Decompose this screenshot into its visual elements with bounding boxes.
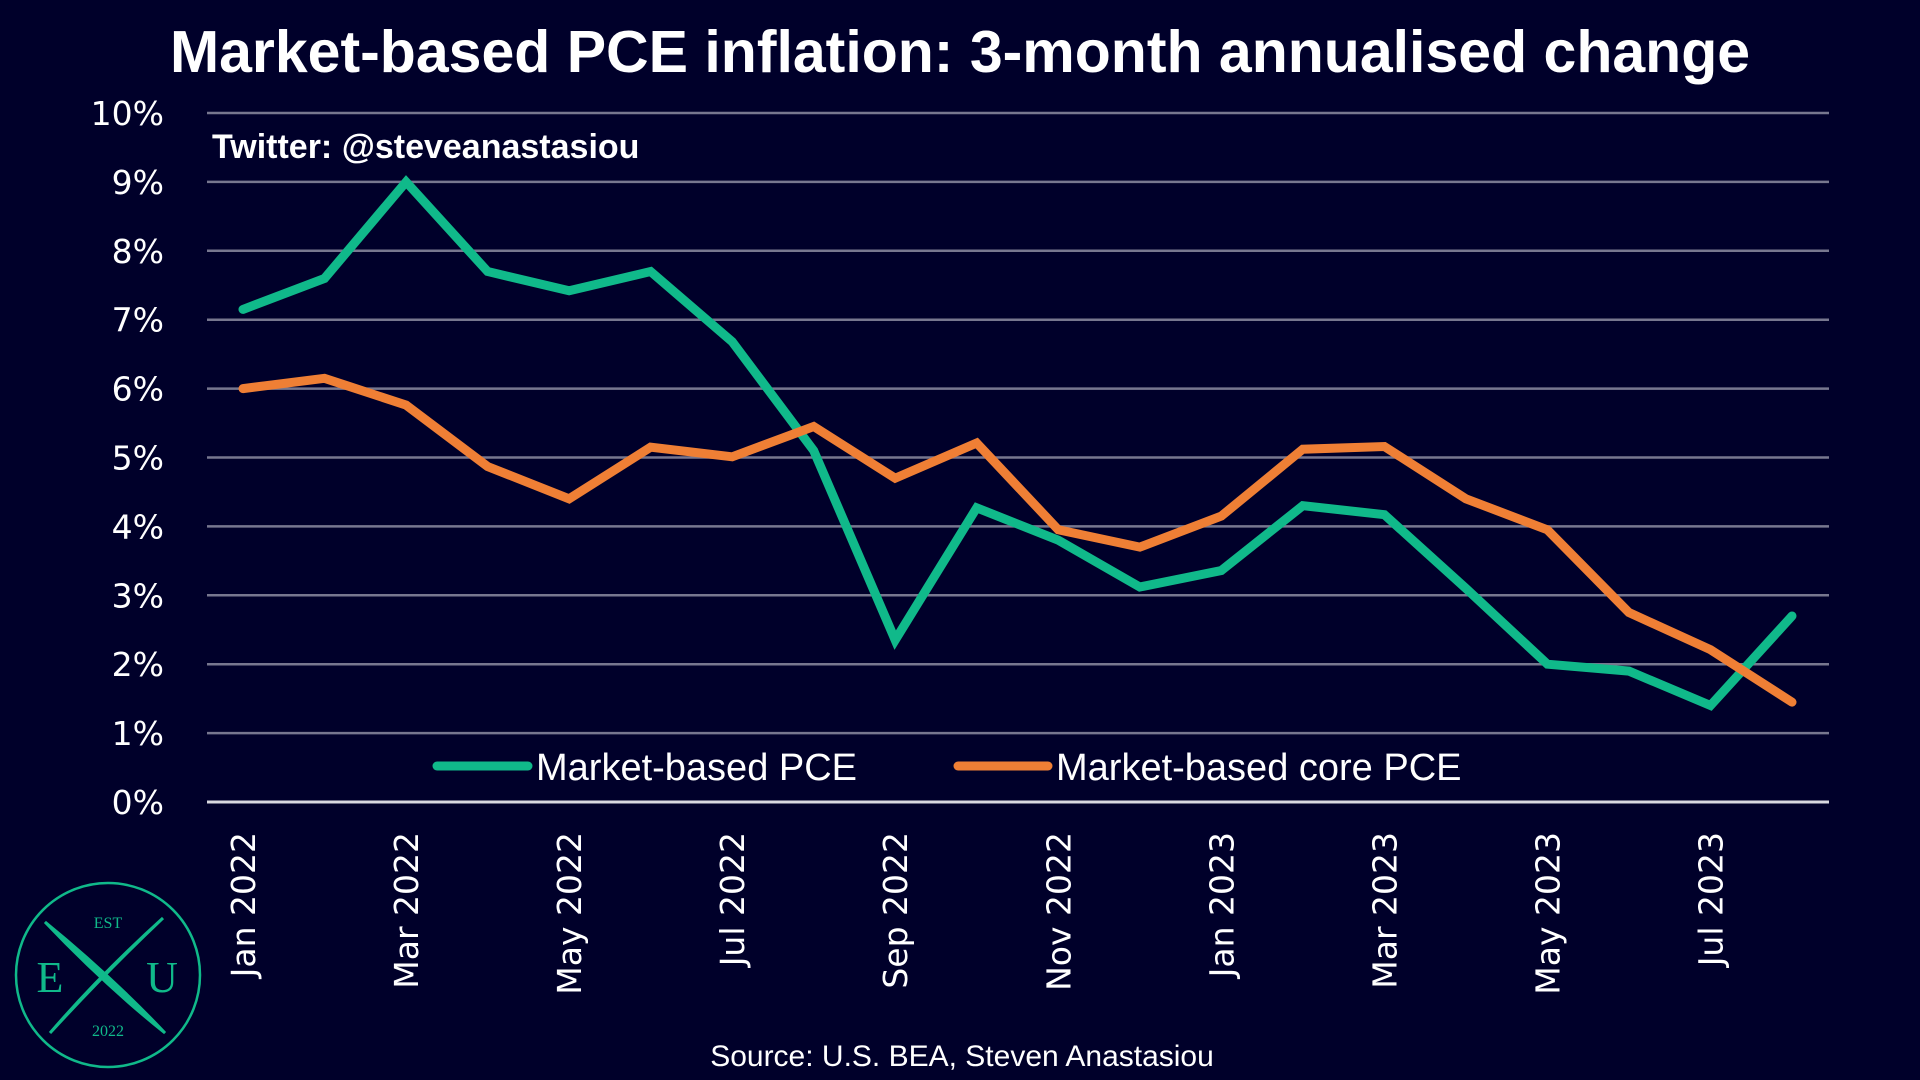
y-tick-label: 9% (112, 163, 164, 202)
x-tick-label: Nov 2022 (1039, 832, 1078, 991)
logo-year: 2022 (92, 1023, 124, 1040)
y-tick-label: 10% (91, 94, 164, 133)
y-tick-label: 4% (112, 507, 164, 546)
y-tick-label: 7% (112, 301, 164, 340)
x-tick-label: Jul 2022 (713, 832, 752, 968)
logo-est: EST (94, 915, 123, 932)
y-tick-label: 5% (112, 439, 164, 478)
logo-letter-u: U (146, 953, 178, 1002)
y-tick-label: 6% (112, 370, 164, 409)
y-tick-label: 8% (112, 232, 164, 271)
x-tick-label: Mar 2023 (1365, 832, 1404, 989)
series-line-market-based-core-pce (238, 373, 1797, 707)
y-tick-label: 0% (112, 783, 164, 822)
legend-label-market-based-core-pce: Market-based core PCE (1056, 747, 1462, 789)
y-tick-label: 3% (112, 576, 164, 615)
source-note: Source: U.S. BEA, Steven Anastasiou (710, 1040, 1214, 1073)
logo-letter-e: E (37, 953, 64, 1002)
x-tick-label: Jan 2023 (1202, 832, 1241, 979)
chart-title: Market-based PCE inflation: 3-month annu… (170, 19, 1750, 85)
gridlines (207, 111, 1829, 804)
series-lines (238, 175, 1797, 711)
legend-label-market-based-pce: Market-based PCE (536, 747, 857, 789)
x-axis-ticks: Jan 2022 Mar 2022 May 2022 Jul 2022 Sep 2022… (224, 832, 1730, 995)
y-axis-ticks: 0% 1% 2% 3% 4% 5% 6% 7% 8% 9% 10% (91, 94, 164, 822)
legend: Market-based PCE Market-based core PCE (420, 738, 1540, 796)
logo-circle (14, 881, 202, 1069)
y-tick-label: 1% (112, 714, 164, 753)
x-tick-label: Jan 2022 (224, 832, 263, 979)
x-tick-label: Mar 2022 (387, 832, 426, 989)
logo-quill-icon (43, 920, 167, 1035)
x-tick-label: May 2023 (1528, 832, 1567, 995)
y-tick-label: 2% (112, 645, 164, 684)
x-tick-label: Jul 2023 (1691, 832, 1730, 968)
series-line-market-based-pce (238, 175, 1797, 711)
logo: EST E U 2022 (14, 881, 202, 1069)
watermark: Twitter: @steveanastasiou (212, 128, 639, 166)
x-tick-label: Sep 2022 (876, 832, 915, 989)
logo-quill-icon (48, 916, 165, 1035)
x-tick-label: May 2022 (550, 832, 589, 995)
